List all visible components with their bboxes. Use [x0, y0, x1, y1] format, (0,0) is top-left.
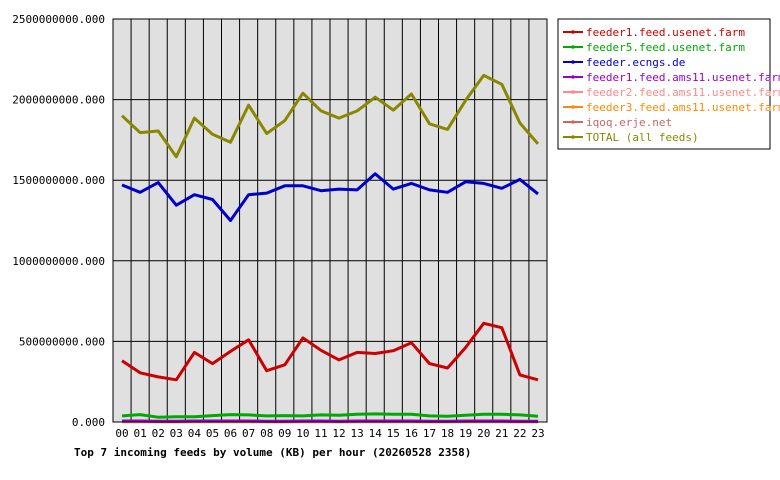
series-line [121, 172, 539, 222]
x-tick-label: 18 [441, 427, 454, 440]
legend-label: feeder2.feed.ams11.usenet.farm [586, 86, 780, 99]
x-tick-label: 22 [513, 427, 526, 440]
legend-marker [571, 45, 575, 49]
x-tick-label: 04 [188, 427, 202, 440]
y-tick-label: 1500000000.000 [12, 174, 105, 187]
legend-marker [571, 120, 575, 124]
legend-label: feeder.ecngs.de [586, 56, 685, 69]
y-axis-ticks: 0.000 500000000.000 1000000000.000 15000000… [12, 13, 105, 429]
legend-label: TOTAL (all feeds) [586, 131, 699, 144]
plot-border [112, 18, 548, 423]
legend-label: feeder5.feed.usenet.farm [586, 41, 745, 54]
legend-marker [571, 90, 575, 94]
legend-marker [571, 30, 575, 34]
legend-marker [571, 75, 575, 79]
legend-label: iqoq.erje.net [586, 116, 672, 129]
chart-title: Top 7 incoming feeds by volume (KB) per … [74, 446, 471, 459]
x-tick-label: 01 [134, 427, 147, 440]
series-line [120, 73, 540, 159]
legend-marker [571, 60, 575, 64]
x-tick-label: 03 [170, 427, 183, 440]
legend-label: feeder1.feed.ams11.usenet.farm [586, 71, 780, 84]
grid [113, 19, 547, 422]
y-tick-label: 2000000000.000 [12, 94, 105, 107]
legend-label: feeder1.feed.usenet.farm [586, 26, 745, 39]
x-tick-label: 00 [115, 427, 128, 440]
x-tick-label: 11 [314, 427, 327, 440]
x-axis-ticks: 00 01 02 03 04 05 06 07 08 09 10 11 12 13 14 15 16 17 18 19… [115, 427, 544, 440]
x-tick-label: 05 [206, 427, 219, 440]
legend-marker [571, 135, 575, 139]
x-tick-label: 07 [242, 427, 255, 440]
x-tick-label: 08 [260, 427, 273, 440]
x-tick-label: 17 [423, 427, 436, 440]
x-tick-label: 06 [224, 427, 237, 440]
x-tick-label: 21 [495, 427, 508, 440]
x-tick-label: 20 [477, 427, 490, 440]
x-tick-label: 10 [296, 427, 309, 440]
x-tick-label: 12 [332, 427, 345, 440]
x-tick-label: 23 [531, 427, 544, 440]
legend: feeder1.feed.usenet.farm feeder5.feed.use… [557, 18, 780, 150]
series-line [121, 321, 539, 382]
y-tick-label: 1000000000.000 [12, 255, 105, 268]
x-tick-label: 02 [152, 427, 165, 440]
y-tick-label: 500000000.000 [19, 335, 105, 348]
x-tick-label: 16 [405, 427, 418, 440]
x-tick-label: 09 [278, 427, 291, 440]
x-tick-label: 19 [459, 427, 472, 440]
series-line [121, 412, 539, 419]
legend-label: feeder3.feed.ams11.usenet.farm [586, 101, 780, 114]
x-tick-label: 15 [387, 427, 400, 440]
y-tick-label: 2500000000.000 [12, 13, 105, 26]
legend-marker [571, 105, 575, 109]
legend-box [557, 18, 771, 150]
y-tick-label: 0.000 [72, 416, 105, 429]
x-tick-label: 14 [369, 427, 383, 440]
x-tick-label: 13 [351, 427, 364, 440]
